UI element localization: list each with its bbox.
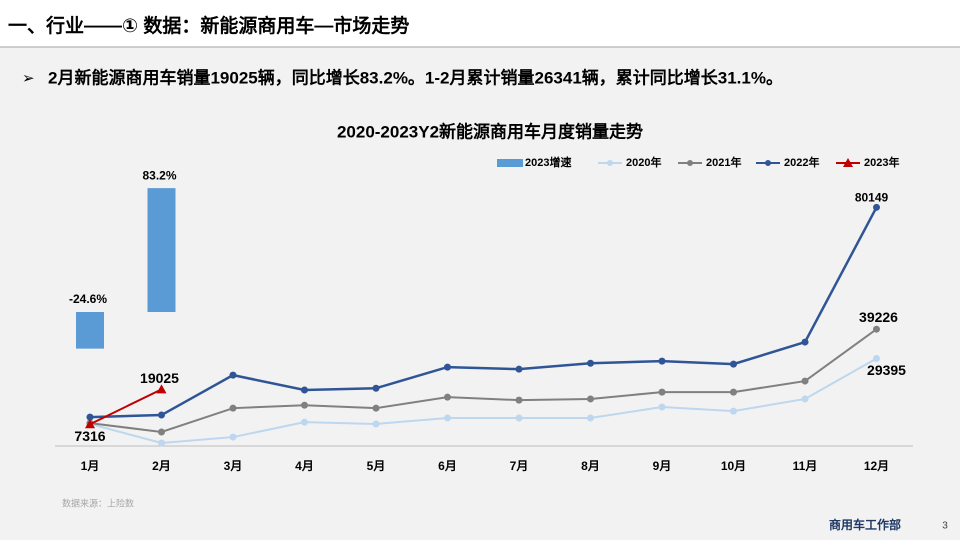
x-tick-label: 4月 (295, 459, 314, 473)
line-marker (85, 419, 95, 429)
line-marker (372, 384, 380, 392)
legend-label: 2021年 (706, 155, 741, 169)
legend-marker (765, 160, 771, 166)
legend-label: 2023年 (864, 155, 899, 169)
x-tick-label: 7月 (510, 459, 529, 473)
line-marker (801, 377, 809, 385)
line-marker (587, 395, 594, 403)
x-tick-label: 1月 (81, 459, 100, 473)
line-marker (873, 354, 880, 362)
chart-title: 2020-2023Y2新能源商用车月度销量走势 (337, 121, 643, 141)
x-tick-label: 3月 (224, 459, 243, 473)
line-marker (515, 365, 523, 373)
series-line (89, 357, 877, 445)
line-marker (587, 414, 594, 422)
line-marker (229, 371, 237, 379)
line-marker (730, 388, 737, 396)
line-marker (444, 363, 451, 371)
legend-marker (607, 160, 613, 166)
series-line (89, 328, 878, 434)
line-marker (801, 395, 809, 403)
line-marker (658, 403, 666, 411)
x-tick-label: 8月 (581, 459, 600, 473)
x-tick-label: 5月 (367, 459, 386, 473)
growth-bar (147, 188, 176, 312)
line-marker (301, 401, 308, 409)
header-bar (0, 0, 960, 47)
line-marker (301, 418, 308, 426)
line-marker (158, 439, 165, 447)
bullet-icon: ➢ (22, 70, 35, 87)
line-marker (229, 433, 237, 441)
legend-label: 2020年 (626, 155, 661, 169)
line-marker (444, 414, 451, 422)
x-tick-label: 11月 (793, 459, 818, 473)
source-note: 数据来源：上险数 (62, 497, 134, 508)
line-marker (515, 414, 523, 422)
growth-bar (76, 312, 104, 349)
line-marker (730, 407, 737, 415)
line-marker (156, 384, 167, 394)
x-tick-label: 10月 (721, 459, 746, 473)
line-marker (86, 413, 94, 421)
series-line (89, 388, 162, 426)
legend-label: 2023增速 (525, 155, 571, 169)
x-tick-label: 2月 (152, 459, 171, 473)
line-marker (372, 404, 380, 412)
legend-swatch (497, 159, 523, 167)
line-marker (730, 360, 737, 368)
legend-marker (843, 158, 853, 167)
line-marker (301, 386, 308, 394)
data-label: -24.6% (69, 292, 107, 306)
line-marker (515, 396, 523, 404)
header-title: 一、行业——① 数据：新能源商用车—市场走势 (8, 14, 409, 37)
series-line (89, 206, 878, 419)
line-marker (658, 357, 666, 365)
line-marker (658, 388, 666, 396)
x-tick-label: 9月 (653, 459, 672, 473)
line-marker (444, 393, 451, 401)
line-marker (372, 420, 380, 428)
data-label: 83.2% (142, 168, 176, 182)
data-label: 19025 (140, 370, 179, 386)
bullet-text: 2月新能源商用车销量19025辆，同比增长83.2%。1-2月累计销量26341… (48, 67, 783, 87)
line-marker (158, 411, 165, 419)
line-marker (873, 325, 880, 333)
data-label: 80149 (855, 191, 889, 205)
legend-marker (687, 160, 693, 166)
x-tick-label: 6月 (438, 459, 457, 473)
line-marker (229, 404, 237, 412)
line-marker (587, 359, 594, 367)
line-marker (158, 428, 165, 436)
data-label: 7316 (74, 428, 105, 444)
line-marker (873, 203, 880, 211)
x-tick-label: 12月 (864, 459, 889, 473)
data-label: 39226 (859, 309, 898, 325)
legend-label: 2022年 (784, 155, 819, 169)
page-number: 3 (942, 521, 948, 532)
data-label: 29395 (867, 362, 906, 378)
department: 商用车工作部 (829, 517, 901, 532)
line-marker (801, 338, 809, 346)
